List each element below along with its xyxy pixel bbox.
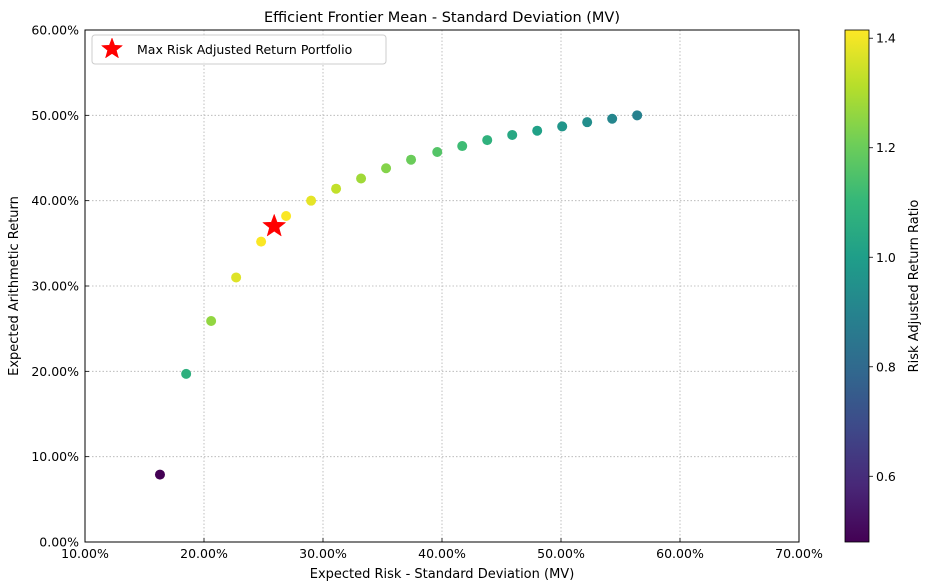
y-tick-label: 50.00% [31, 108, 79, 123]
scatter-point [607, 113, 618, 124]
y-tick-label: 30.00% [31, 279, 79, 294]
scatter-point [206, 315, 217, 326]
legend-star-icon [100, 37, 124, 59]
y-tick-label: 10.00% [31, 449, 79, 464]
grid-lines [85, 30, 799, 542]
max-risk-adjusted-star [262, 213, 287, 237]
scatter-point [154, 469, 165, 480]
scatter-points [154, 110, 643, 480]
legend-box [91, 34, 387, 65]
chart-title: Efficient Frontier Mean - Standard Devia… [264, 10, 620, 26]
x-tick-label: 60.00% [656, 546, 704, 561]
y-tick-label: 60.00% [31, 23, 79, 38]
y-axis-label: Expected Arithmetic Return [7, 196, 22, 376]
x-tick-label: 40.00% [418, 546, 466, 561]
scatter-point [507, 129, 518, 140]
scatter-point [281, 211, 292, 222]
scatter-point [432, 147, 443, 158]
colorbar-ticks: 0.6 0.8 1.0 1.2 1.4 [869, 31, 896, 484]
x-axis-label: Expected Risk - Standard Deviation (MV) [310, 567, 575, 582]
x-tick-label: 50.00% [537, 546, 585, 561]
colorbar-tick-label: 1.4 [876, 31, 896, 46]
x-tick-label: 20.00% [180, 546, 228, 561]
y-tick-label: 40.00% [31, 193, 79, 208]
scatter-point [632, 110, 643, 121]
y-axis-ticks: 0.00% 10.00% 20.00% 30.00% 40.00% 50.00% 60.00… [31, 23, 89, 550]
scatter-point [406, 154, 417, 165]
x-axis-ticks: 10.00% 20.00% 30.00% 40.00% 50.00% 60.00% 70.0… [61, 538, 823, 561]
legend-entry-label: Max Risk Adjusted Return Portfolio [137, 42, 352, 57]
colorbar-tick-label: 1.0 [876, 250, 896, 265]
colorbar-label: Risk Adjusted Return Ratio [907, 200, 922, 373]
scatter-point [256, 236, 267, 247]
max-risk-adjusted-portfolio-marker [262, 213, 287, 237]
scatter-point [532, 125, 543, 136]
scatter-point [356, 173, 367, 184]
scatter-point [582, 117, 593, 128]
scatter-point [457, 141, 468, 152]
scatter-point [331, 183, 342, 194]
colorbar [844, 29, 870, 543]
colorbar-tick-label: 1.2 [876, 140, 896, 155]
scatter-point [231, 272, 242, 283]
scatter-point [181, 368, 192, 379]
scatter-point [482, 135, 493, 146]
colorbar-tick-label: 0.6 [876, 469, 896, 484]
y-tick-label: 20.00% [31, 364, 79, 379]
x-tick-label: 10.00% [61, 546, 109, 561]
scatter-point [557, 121, 568, 132]
legend: Max Risk Adjusted Return Portfolio [91, 34, 387, 65]
colorbar-tick-label: 0.8 [876, 359, 896, 374]
y-tick-label: 0.00% [39, 535, 79, 550]
x-tick-label: 30.00% [299, 546, 347, 561]
x-tick-label: 70.00% [775, 546, 823, 561]
scatter-point [381, 163, 392, 174]
scatter-point [306, 195, 317, 206]
